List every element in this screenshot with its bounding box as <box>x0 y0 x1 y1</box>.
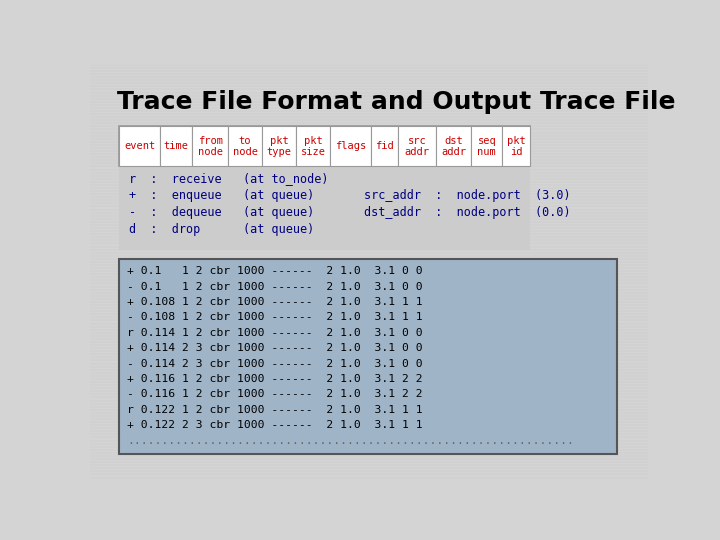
Bar <box>120 126 530 166</box>
Bar <box>120 126 160 166</box>
Text: src_addr  :  node.port  (3.0): src_addr : node.port (3.0) <box>364 189 570 202</box>
Text: - 0.108 1 2 cbr 1000 ------  2 1.0  3.1 1 1: - 0.108 1 2 cbr 1000 ------ 2 1.0 3.1 1 … <box>127 312 423 322</box>
Text: - 0.116 1 2 cbr 1000 ------  2 1.0  3.1 2 2: - 0.116 1 2 cbr 1000 ------ 2 1.0 3.1 2 … <box>127 389 423 400</box>
Bar <box>371 126 398 166</box>
Bar <box>120 259 617 455</box>
Text: pkt
type: pkt type <box>266 136 292 157</box>
Text: r 0.114 1 2 cbr 1000 ------  2 1.0  3.1 0 0: r 0.114 1 2 cbr 1000 ------ 2 1.0 3.1 0 … <box>127 328 423 338</box>
Text: r  :  receive   (at to_node): r : receive (at to_node) <box>129 172 328 185</box>
Text: - 0.1   1 2 cbr 1000 ------  2 1.0  3.1 0 0: - 0.1 1 2 cbr 1000 ------ 2 1.0 3.1 0 0 <box>127 281 423 292</box>
Bar <box>296 126 330 166</box>
Text: Trace File Format and Output Trace File: Trace File Format and Output Trace File <box>117 90 675 114</box>
Text: +  :  enqueue   (at queue): + : enqueue (at queue) <box>129 189 314 202</box>
Text: -  :  dequeue   (at queue): - : dequeue (at queue) <box>129 206 314 219</box>
Text: + 0.122 2 3 cbr 1000 ------  2 1.0  3.1 1 1: + 0.122 2 3 cbr 1000 ------ 2 1.0 3.1 1 … <box>127 420 423 430</box>
Text: + 0.114 2 3 cbr 1000 ------  2 1.0  3.1 0 0: + 0.114 2 3 cbr 1000 ------ 2 1.0 3.1 0 … <box>127 343 423 353</box>
Bar <box>120 166 530 249</box>
Text: event: event <box>124 141 156 151</box>
Text: dst
addr: dst addr <box>441 136 466 157</box>
Bar <box>436 126 472 166</box>
Text: + 0.116 1 2 cbr 1000 ------  2 1.0  3.1 2 2: + 0.116 1 2 cbr 1000 ------ 2 1.0 3.1 2 … <box>127 374 423 384</box>
Text: pkt
size: pkt size <box>301 136 325 157</box>
Bar <box>262 126 296 166</box>
Text: + 0.108 1 2 cbr 1000 ------  2 1.0  3.1 1 1: + 0.108 1 2 cbr 1000 ------ 2 1.0 3.1 1 … <box>127 297 423 307</box>
Bar <box>228 126 262 166</box>
Text: seq
num: seq num <box>477 136 496 157</box>
Text: fid: fid <box>375 141 394 151</box>
Text: - 0.114 2 3 cbr 1000 ------  2 1.0  3.1 0 0: - 0.114 2 3 cbr 1000 ------ 2 1.0 3.1 0 … <box>127 359 423 369</box>
Bar <box>192 126 228 166</box>
Text: .................................................................: ........................................… <box>127 436 574 446</box>
Bar <box>398 126 436 166</box>
Text: pkt
id: pkt id <box>507 136 526 157</box>
Text: src
addr: src addr <box>405 136 430 157</box>
Bar <box>160 126 192 166</box>
Text: from
node: from node <box>197 136 222 157</box>
Text: dst_addr  :  node.port  (0.0): dst_addr : node.port (0.0) <box>364 206 570 219</box>
Text: d  :  drop      (at queue): d : drop (at queue) <box>129 223 314 236</box>
Text: to
node: to node <box>233 136 258 157</box>
Bar <box>330 126 371 166</box>
Text: flags: flags <box>335 141 366 151</box>
Text: r 0.122 1 2 cbr 1000 ------  2 1.0  3.1 1 1: r 0.122 1 2 cbr 1000 ------ 2 1.0 3.1 1 … <box>127 405 423 415</box>
Text: time: time <box>163 141 189 151</box>
Bar <box>503 126 530 166</box>
Bar <box>472 126 503 166</box>
Text: + 0.1   1 2 cbr 1000 ------  2 1.0  3.1 0 0: + 0.1 1 2 cbr 1000 ------ 2 1.0 3.1 0 0 <box>127 266 423 276</box>
